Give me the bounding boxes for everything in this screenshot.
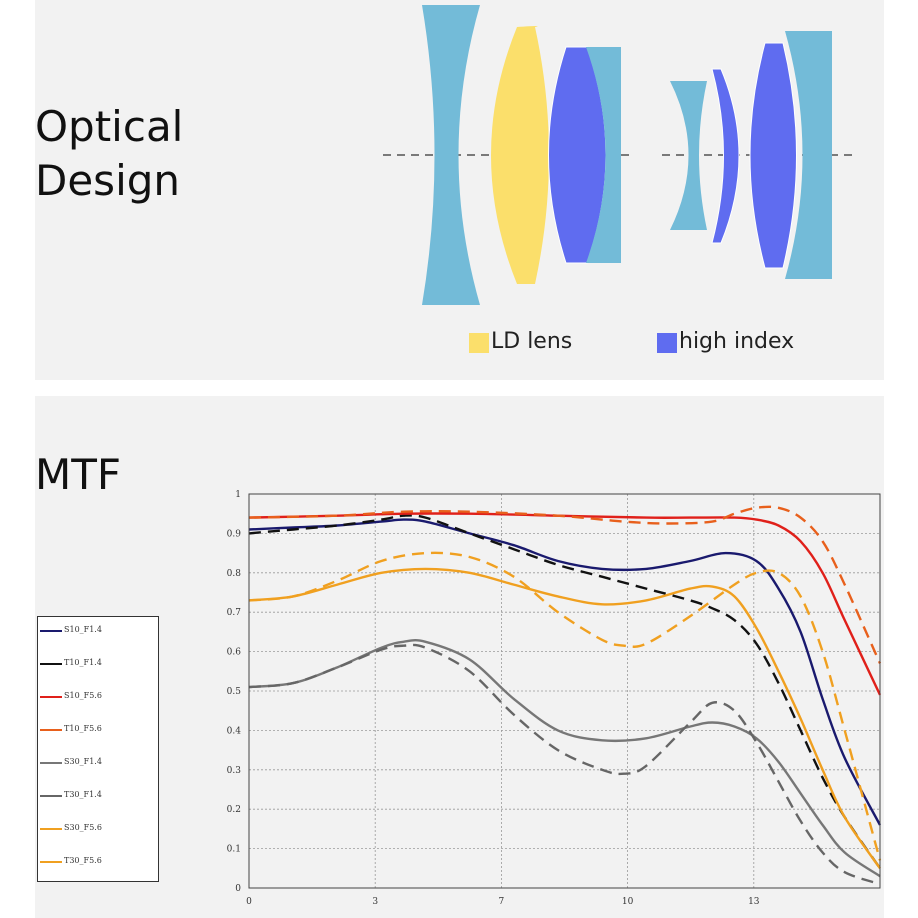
y-tick-label: 0.7	[227, 608, 242, 618]
legend-label: S10_F1.4	[64, 625, 102, 634]
lens-element-6-high-index	[711, 68, 740, 244]
series-line-s30-f1-4	[248, 639, 881, 878]
optical-design-title: Optical Design	[35, 100, 183, 208]
legend-label: T10_F1.4	[64, 658, 102, 667]
mtf-panel: MTF 0 0.1 0.2 0.3 0.4 0.5 0.6 0.7 0.8 0.9 1 0 3 7 10 13…	[35, 396, 884, 918]
high-index-legend-label: high index	[679, 329, 795, 354]
lens-element-8-meniscus	[785, 31, 832, 279]
x-tick-label: 13	[748, 897, 760, 907]
optical-title-line1: Optical	[35, 102, 184, 151]
mtf-title: MTF	[35, 450, 122, 499]
series-line-t30-f5-6	[248, 551, 882, 861]
legend-label: T30_F1.4	[64, 790, 102, 799]
legend-label: T30_F5.6	[64, 856, 102, 865]
mtf-legend: S10_F1.4 T10_F1.4 S10_F5.6 T10_F5.6 S30_F1.4…	[37, 616, 159, 882]
legend-line-swatch	[40, 729, 62, 731]
legend-label: T10_F5.6	[64, 724, 102, 733]
ld-lens-legend-label: LD lens	[491, 329, 573, 354]
legend-line-swatch	[40, 696, 62, 698]
legend-line-swatch	[40, 861, 62, 863]
y-tick-label: 0.5	[227, 687, 242, 697]
x-tick-label: 3	[372, 897, 378, 907]
series-line-t30-f1-4	[248, 643, 881, 886]
y-tick-label: 0.1	[227, 845, 241, 855]
series-line-s10-f5-6	[248, 512, 882, 696]
lens-diagram	[383, 5, 857, 305]
optical-title-line2: Design	[35, 156, 181, 205]
series-line-t10-f5-6	[248, 505, 882, 664]
lens-element-2-ld	[491, 26, 549, 284]
lens-element-5-biconcave	[670, 81, 707, 230]
y-tick-label: 0.9	[227, 529, 242, 539]
lens-element-7-high-index	[749, 42, 797, 269]
series-line-t10-f1-4	[248, 514, 881, 869]
ld-lens-legend-swatch	[469, 333, 489, 353]
legend-line-swatch	[40, 630, 62, 632]
high-index-legend-swatch	[657, 333, 677, 353]
mtf-chart: 00.10.20.30.40.50.60.70.80.910 3 7 10 13	[227, 490, 882, 907]
lens-element-4-meniscus	[586, 47, 621, 263]
legend-label: S10_F5.6	[64, 691, 102, 700]
plot-frame	[248, 493, 881, 889]
y-tick-label: 0.3	[227, 766, 242, 776]
y-tick-label: 0.6	[227, 648, 242, 658]
x-tick-label: 0	[246, 897, 252, 907]
x-tick-label: 7	[499, 897, 505, 907]
legend-line-swatch	[40, 795, 62, 797]
y-tick-label: 0	[235, 884, 241, 894]
series-line-s30-f5-6	[248, 567, 881, 869]
optical-design-panel: Optical Design LD lens high index	[35, 0, 884, 380]
series-line-s10-f1-4	[248, 518, 882, 826]
legend-line-swatch	[40, 762, 62, 764]
legend-line-swatch	[40, 828, 62, 830]
y-tick-label: 0.2	[227, 805, 241, 815]
y-tick-label: 0.4	[227, 726, 242, 736]
legend-label: S30_F5.6	[64, 823, 102, 832]
legend-line-swatch	[40, 663, 62, 665]
legend-label: S30_F1.4	[64, 757, 102, 766]
y-tick-label: 0.8	[227, 569, 242, 579]
lens-element-1-biconcave	[422, 5, 480, 305]
x-tick-label: 10	[622, 897, 634, 907]
y-tick-label: 1	[235, 490, 241, 500]
